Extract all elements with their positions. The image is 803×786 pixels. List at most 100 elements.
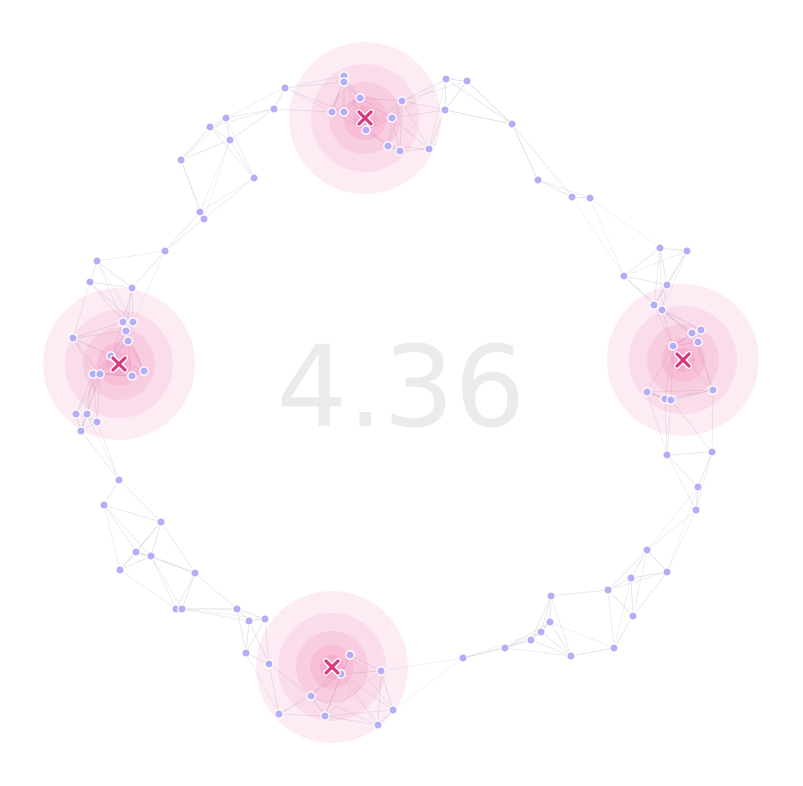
network-edge xyxy=(697,451,713,488)
network-node xyxy=(507,119,517,129)
network-edge xyxy=(646,391,668,456)
network-edge xyxy=(119,521,162,571)
network-edge xyxy=(72,321,124,339)
network-edge xyxy=(444,80,468,111)
network-node xyxy=(657,305,667,315)
network-edge xyxy=(401,80,468,102)
network-edge xyxy=(392,657,464,711)
network-edge xyxy=(444,109,513,125)
network-edge xyxy=(324,715,379,726)
network-edge xyxy=(589,197,625,277)
network-edge xyxy=(550,589,609,597)
network-edge xyxy=(96,373,101,423)
network-edge xyxy=(340,673,394,711)
network-edge xyxy=(365,129,401,152)
network-edge xyxy=(623,250,688,277)
network-node xyxy=(280,83,290,93)
network-edge xyxy=(310,654,351,697)
network-edge xyxy=(646,509,697,551)
network-node xyxy=(440,105,450,115)
network-edge xyxy=(391,78,447,119)
network-node xyxy=(156,517,166,527)
network-edge xyxy=(646,389,714,393)
network-edge xyxy=(209,108,275,128)
network-node xyxy=(160,246,170,256)
network-node xyxy=(115,565,125,575)
network-edge xyxy=(103,504,137,553)
network-edge xyxy=(86,373,101,415)
network-edge xyxy=(96,260,133,289)
network-edge xyxy=(80,430,120,481)
network-edge xyxy=(89,281,133,289)
network-edge xyxy=(194,572,238,610)
network-node xyxy=(68,333,78,343)
network-node xyxy=(249,173,259,183)
network-node xyxy=(566,651,576,661)
x-cross-icon xyxy=(323,658,341,676)
network-edge xyxy=(511,123,539,181)
network-node xyxy=(264,659,274,669)
network-node xyxy=(649,300,659,310)
network-edge xyxy=(607,589,615,649)
network-node xyxy=(687,328,697,338)
network-edge xyxy=(504,631,542,649)
network-node xyxy=(241,648,251,658)
network-edge xyxy=(613,577,632,649)
network-edge xyxy=(380,657,464,672)
network-edge xyxy=(666,509,697,573)
network-node xyxy=(85,277,95,287)
network-edge xyxy=(632,549,648,617)
network-edge xyxy=(661,250,688,311)
network-node xyxy=(662,567,672,577)
network-edge xyxy=(135,521,162,553)
network-edge xyxy=(511,123,573,198)
network-edge xyxy=(607,589,634,617)
network-edge xyxy=(180,159,201,213)
x-cross-icon xyxy=(110,355,128,373)
network-node xyxy=(232,604,242,614)
network-edge xyxy=(664,398,668,456)
network-edge xyxy=(670,389,714,401)
marker-layer xyxy=(110,109,692,676)
network-node xyxy=(244,616,254,626)
network-edge xyxy=(511,123,539,181)
network-edge xyxy=(666,250,688,286)
network-edge xyxy=(181,608,266,620)
network-node xyxy=(82,409,92,419)
network-edge xyxy=(653,250,688,306)
network-edge xyxy=(466,80,513,125)
network-edge xyxy=(229,139,255,179)
network-edge xyxy=(359,97,393,119)
network-edge xyxy=(99,370,145,375)
network-edge xyxy=(401,100,446,111)
network-edge xyxy=(103,504,162,523)
network-edge xyxy=(96,421,120,481)
network-edge xyxy=(150,521,162,557)
network-node xyxy=(225,135,235,145)
network-edge xyxy=(550,595,572,657)
network-edge xyxy=(103,479,120,506)
network-node xyxy=(533,175,543,185)
network-node xyxy=(99,500,109,510)
network-node xyxy=(567,192,577,202)
network-node xyxy=(462,76,472,86)
network-edge xyxy=(711,389,714,453)
network-edge xyxy=(225,117,255,179)
network-node xyxy=(424,144,434,154)
network-edge xyxy=(331,81,345,113)
network-edge xyxy=(666,399,672,456)
network-edge xyxy=(164,211,201,252)
network-edge xyxy=(697,341,714,391)
network-node xyxy=(693,337,703,347)
network-edge xyxy=(324,670,382,717)
network-edge xyxy=(589,197,661,249)
network-edge xyxy=(399,100,403,152)
network-node xyxy=(603,585,613,595)
network-edge xyxy=(623,275,655,306)
network-edge xyxy=(462,639,532,659)
network-node xyxy=(121,326,131,336)
network-edge xyxy=(380,670,394,711)
x-cross-icon xyxy=(674,351,692,369)
network-node xyxy=(127,283,137,293)
